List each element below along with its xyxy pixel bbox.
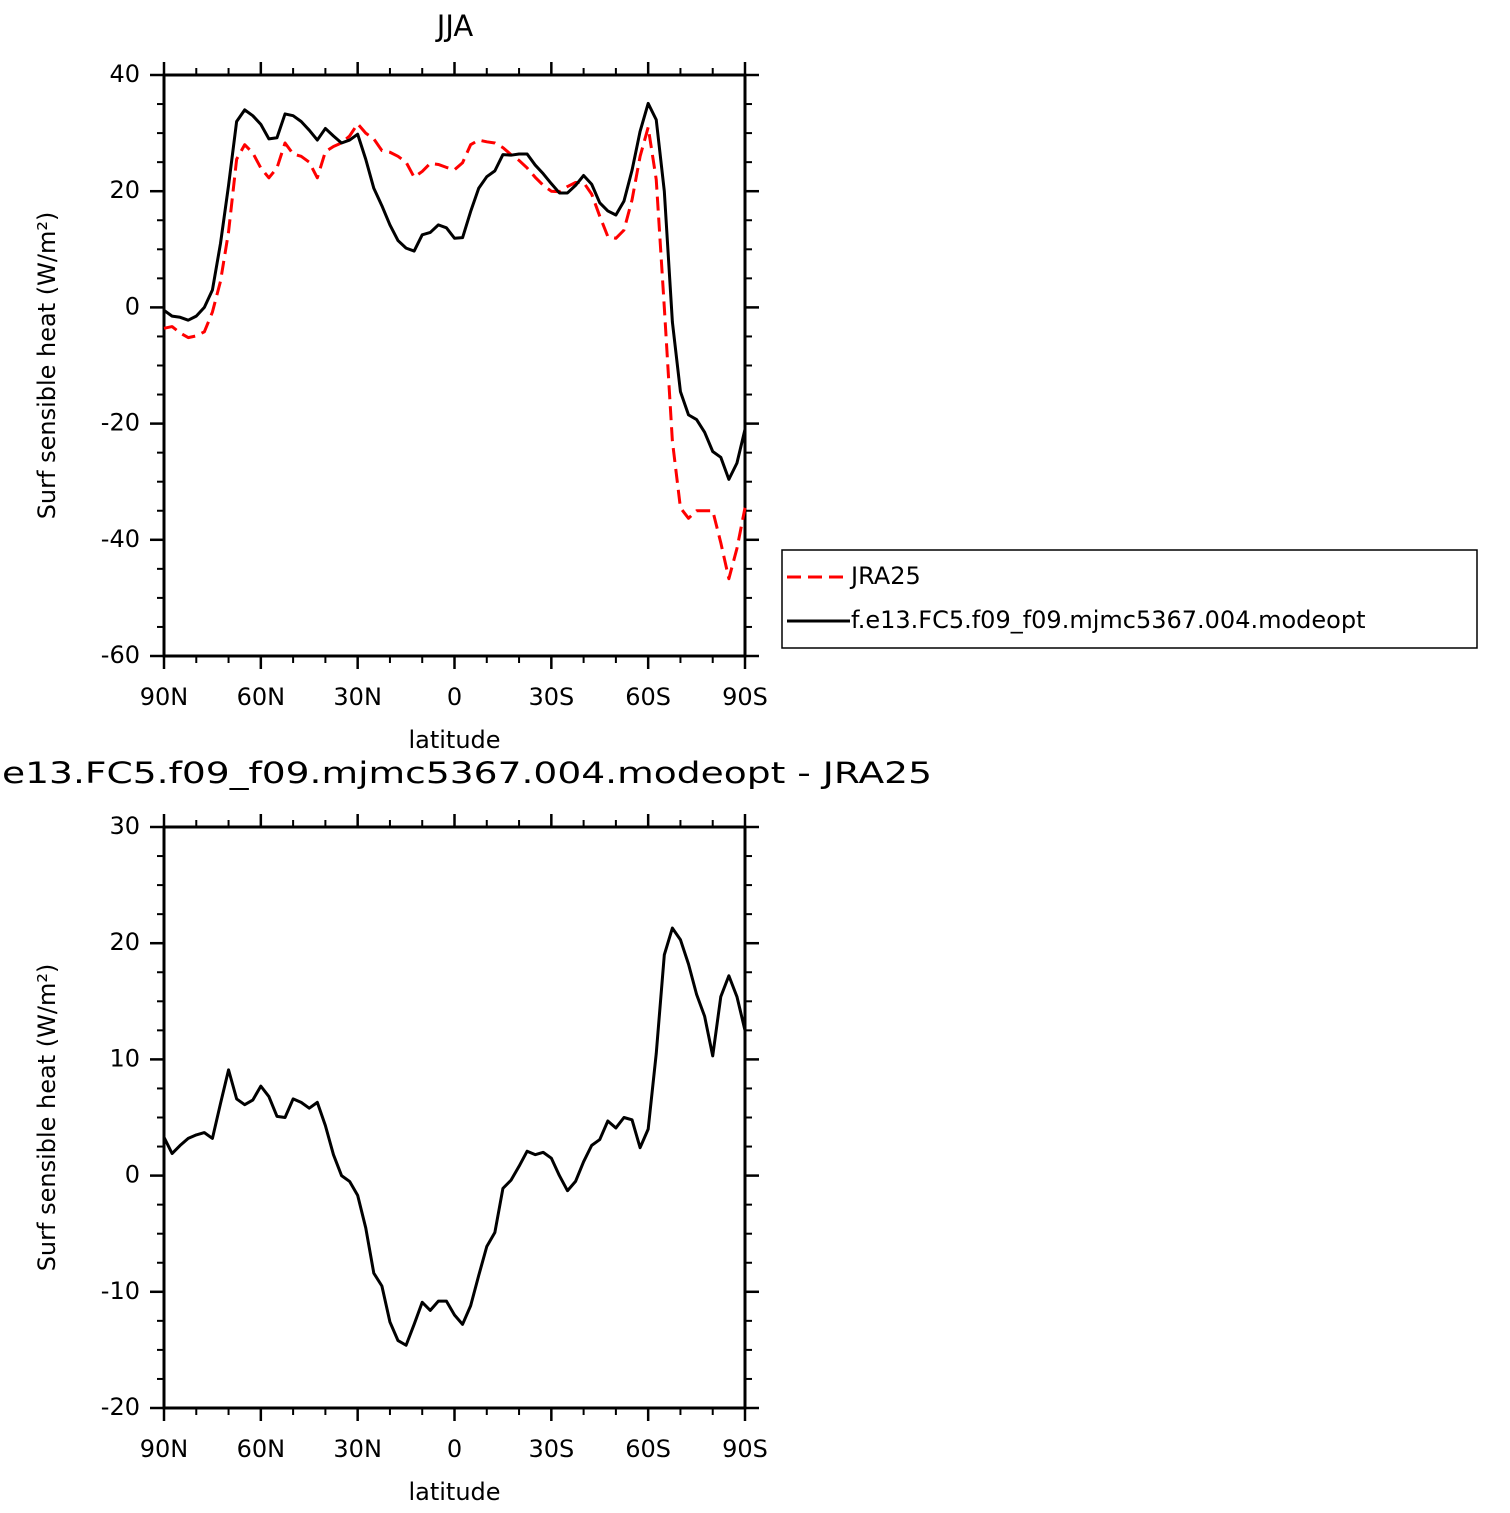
plot-frame xyxy=(162,825,747,1410)
y-tick-label: -20 xyxy=(101,1393,140,1421)
y-axis-label: Surf sensible heat (W/m²) xyxy=(33,964,61,1272)
x-tick-label: 0 xyxy=(447,683,462,711)
x-axis-label: latitude xyxy=(408,1478,500,1506)
x-tick-label: 90S xyxy=(722,1435,768,1463)
y-tick-label: 10 xyxy=(109,1044,140,1072)
x-tick-label: 30S xyxy=(528,1435,574,1463)
x-tick-label: 90N xyxy=(140,683,189,711)
legend-label: f.e13.FC5.f09_f09.mjmc5367.004.modeopt xyxy=(851,606,1366,634)
chart-title: e13.FC5.f09_f09.mjmc5367.004.modeopt - J… xyxy=(2,756,932,790)
plot-frame xyxy=(162,73,747,658)
x-tick-label: 90N xyxy=(140,1435,189,1463)
y-tick-label: 40 xyxy=(109,60,140,88)
data-line xyxy=(163,122,747,581)
y-tick-label: -20 xyxy=(101,409,140,437)
legend-box xyxy=(781,549,1478,649)
chart-panel: JJA 90N 60N 30N 0 30S 60S 90S -60 -40 -20 0 20 40 lati… xyxy=(33,9,1478,754)
x-tick-label: 30N xyxy=(333,1435,382,1463)
x-tick-label: 30S xyxy=(528,683,574,711)
y-tick-label: 20 xyxy=(109,176,140,204)
x-tick-label: 60N xyxy=(237,1435,286,1463)
legend: JRA25 f.e13.FC5.f09_f09.mjmc5367.004.mode… xyxy=(781,549,1478,649)
y-tick-label: -60 xyxy=(101,641,140,669)
y-tick-label: -40 xyxy=(101,525,140,553)
y-tick-label: 20 xyxy=(109,928,140,956)
x-axis-label: latitude xyxy=(408,726,500,754)
legend-label: JRA25 xyxy=(849,562,921,590)
x-tick-label: 30N xyxy=(333,683,382,711)
data-line xyxy=(163,101,747,481)
data-line xyxy=(162,926,747,1347)
x-tick-label: 60S xyxy=(625,1435,671,1463)
y-tick-label: 30 xyxy=(109,812,140,840)
y-tick-label: -10 xyxy=(101,1277,140,1305)
x-tick-label: 60S xyxy=(625,683,671,711)
x-tick-label: 0 xyxy=(447,1435,462,1463)
y-tick-label: 0 xyxy=(125,292,140,320)
x-tick-label: 60N xyxy=(237,683,286,711)
chart-panel: e13.FC5.f09_f09.mjmc5367.004.modeopt - J… xyxy=(2,756,932,1506)
y-tick-label: 0 xyxy=(125,1161,140,1189)
x-tick-label: 90S xyxy=(722,683,768,711)
chart-title: JJA xyxy=(435,9,474,43)
y-axis-label: Surf sensible heat (W/m²) xyxy=(33,212,61,520)
